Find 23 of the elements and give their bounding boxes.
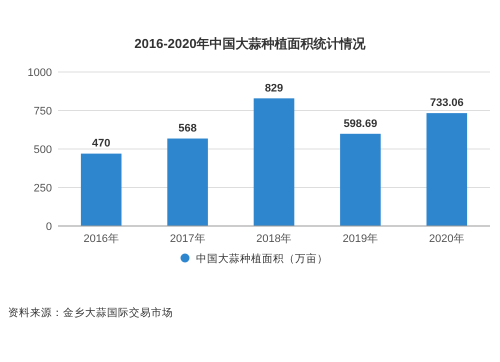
bar	[426, 113, 468, 226]
legend-label: 中国大蒜种植面积（万亩）	[196, 252, 328, 265]
data-label: 598.69	[344, 118, 378, 130]
y-tick-label: 0	[46, 221, 52, 233]
x-tick-label: 2018年	[256, 233, 292, 245]
chart-title: 2016-2020年中国大蒜种植面积统计情况	[134, 36, 367, 51]
bar	[167, 138, 208, 226]
bar	[80, 154, 122, 226]
x-tick-label: 2019年	[342, 233, 378, 245]
bar	[340, 134, 381, 226]
x-tick-label: 2017年	[170, 233, 206, 245]
data-label: 470	[92, 138, 110, 150]
data-label: 829	[264, 82, 284, 94]
y-tick-label: 750	[34, 106, 52, 118]
y-tick-label: 1000	[28, 67, 52, 79]
x-tick-label: 2020年	[429, 233, 465, 245]
y-tick-label: 500	[34, 144, 52, 156]
x-tick-label: 2016年	[83, 233, 119, 245]
data-label: 568	[178, 122, 197, 135]
bar	[254, 98, 294, 226]
y-tick-label: 250	[34, 182, 52, 194]
data-label: 733.06	[430, 97, 464, 110]
text: 资料来源：金乡大蒜国际交易市场	[8, 306, 173, 319]
